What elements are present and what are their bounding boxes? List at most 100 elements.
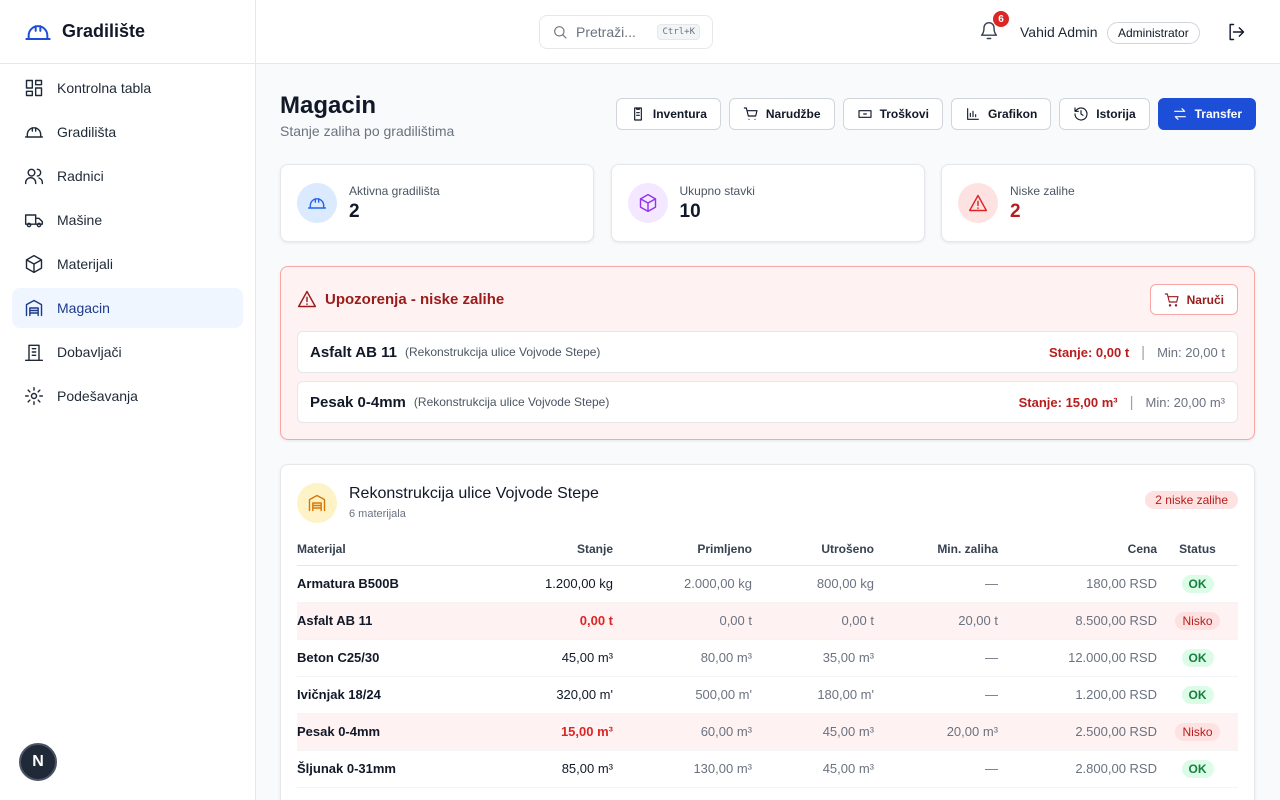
icon bbox=[307, 198, 327, 209]
low-stock-alert: Upozorenja - niske zalihe Naruči Asfalt … bbox=[280, 266, 1255, 440]
table-cell: 12.000,00 RSD bbox=[998, 639, 1157, 677]
nav-label: Kontrolna tabla bbox=[57, 80, 152, 96]
main: Magacin Stanje zaliha po gradilištima In… bbox=[256, 64, 1280, 800]
icon bbox=[639, 193, 656, 213]
site-icon bbox=[297, 483, 337, 523]
nav-item[interactable]: Gradilišta bbox=[12, 112, 243, 152]
stat-label: Aktivna gradilišta bbox=[349, 183, 440, 198]
topbar: Pretraži... Ctrl+K 6 Vahid Admin Administ… bbox=[256, 0, 1280, 64]
action-button[interactable]: Troškovi bbox=[842, 98, 943, 130]
status-cell: OK bbox=[1157, 639, 1238, 677]
table-cell: 800,00 kg bbox=[752, 565, 874, 603]
item-name: Pesak 0-4mm bbox=[310, 393, 406, 411]
notification-count: 6 bbox=[993, 11, 1009, 27]
table-cell: 130,00 m³ bbox=[613, 750, 752, 788]
action-label: Grafikon bbox=[987, 107, 1038, 121]
table-cell: 35,00 m³ bbox=[752, 639, 874, 677]
table-cell: — bbox=[874, 676, 998, 714]
action-label: Istorija bbox=[1096, 107, 1136, 121]
action-label: Transfer bbox=[1194, 107, 1242, 121]
action-button[interactable]: Inventura bbox=[615, 98, 721, 130]
action-button[interactable]: Istorija bbox=[1059, 98, 1150, 130]
table-cell: Šljunak 0-31mm bbox=[297, 750, 487, 788]
icon bbox=[633, 107, 642, 121]
action-button[interactable]: Grafikon bbox=[950, 98, 1052, 130]
table-cell: 0,00 t bbox=[487, 602, 613, 640]
site-card: Rekonstrukcija ulice Vojvode Stepe 6 mat… bbox=[280, 464, 1255, 800]
nav-icon bbox=[24, 127, 44, 138]
action-button[interactable]: Transfer bbox=[1157, 98, 1256, 130]
cart-icon bbox=[1164, 292, 1179, 307]
user-role: Administrator bbox=[1107, 22, 1200, 44]
status-pill: Nisko bbox=[1175, 723, 1220, 741]
stat-text: Ukupno stavki 10 bbox=[680, 184, 755, 223]
nav-item[interactable]: Podešavanja bbox=[12, 376, 243, 416]
warehouse-icon bbox=[308, 494, 326, 512]
nav-label: Radnici bbox=[57, 168, 104, 184]
nav-item[interactable]: Mašine bbox=[12, 200, 243, 240]
search-box[interactable]: Pretraži... Ctrl+K bbox=[539, 15, 713, 49]
order-label: Naruči bbox=[1186, 292, 1224, 307]
search-icon bbox=[554, 26, 567, 39]
search-placeholder: Pretraži... bbox=[576, 24, 636, 40]
nav-label: Magacin bbox=[57, 300, 110, 316]
alert-item: Asfalt AB 11 (Rekonstrukcija ulice Vojvod… bbox=[297, 331, 1238, 373]
logout[interactable] bbox=[1226, 22, 1246, 42]
column-header: Stanje bbox=[487, 533, 613, 566]
stat-label: Ukupno stavki bbox=[679, 183, 755, 198]
stat-value: 10 bbox=[679, 200, 701, 222]
brand-icon bbox=[25, 24, 51, 40]
stat-text: Aktivna gradilišta 2 bbox=[349, 184, 440, 223]
action-label: Narudžbe bbox=[765, 107, 821, 121]
nav-item[interactable]: Dobavljači bbox=[12, 332, 243, 372]
page-subtitle: Stanje zaliha po gradilištima bbox=[280, 123, 455, 139]
table-cell: 2.000,00 kg bbox=[613, 565, 752, 603]
table-cell: Asfalt AB 11 bbox=[297, 602, 487, 640]
nav-label: Gradilišta bbox=[57, 124, 117, 140]
sidebar: Gradilište Kontrolna tabla Gradilišta Ra… bbox=[0, 0, 256, 800]
column-header: Status bbox=[1157, 533, 1238, 566]
item-min: Min: 20,00 t bbox=[1157, 344, 1225, 360]
nav-item[interactable]: Materijali bbox=[12, 244, 243, 284]
notifications[interactable] bbox=[979, 21, 999, 41]
table-row: Pesak 0-4mm 15,00 m³ 60,00 m³ 45,00 m³ 20,00… bbox=[297, 713, 1238, 751]
table-cell: — bbox=[874, 565, 998, 603]
status-cell: OK bbox=[1157, 750, 1238, 788]
dev-badge[interactable]: N bbox=[19, 743, 57, 781]
table-cell: 1.200,00 RSD bbox=[998, 676, 1157, 714]
alert-item: Pesak 0-4mm (Rekonstrukcija ulice Vojvode… bbox=[297, 381, 1238, 423]
table-cell: Armatura B500B bbox=[297, 565, 487, 603]
icon bbox=[743, 107, 758, 120]
table-cell: 2.800,00 RSD bbox=[998, 750, 1157, 788]
icon bbox=[858, 110, 872, 118]
action-button[interactable]: Narudžbe bbox=[728, 98, 835, 130]
table-row: Asfalt AB 11 0,00 t 0,00 t 0,00 t 20,00 t 8.5… bbox=[297, 602, 1238, 640]
site-badge: 2 niske zalihe bbox=[1145, 491, 1238, 509]
alert-title: Upozorenja - niske zalihe bbox=[297, 289, 504, 309]
alert-icon bbox=[297, 290, 317, 308]
column-header: Primljeno bbox=[613, 533, 752, 566]
brand[interactable]: Gradilište bbox=[0, 0, 255, 64]
table-row: Ivičnjak 18/24 320,00 m' 500,00 m' 180,00 m… bbox=[297, 676, 1238, 714]
nav-icon bbox=[24, 386, 44, 406]
status-pill: Nisko bbox=[1175, 612, 1220, 630]
user-name: Vahid Admin bbox=[1020, 24, 1098, 40]
table-row: Šljunak 0-31mm 85,00 m³ 130,00 m³ 45,00 m³ —… bbox=[297, 750, 1238, 788]
status-cell: Nisko bbox=[1157, 713, 1238, 751]
stat-text: Niske zalihe 2 bbox=[1010, 184, 1075, 223]
table-cell: Pesak 0-4mm bbox=[297, 713, 487, 751]
nav-item[interactable]: Kontrolna tabla bbox=[12, 68, 243, 108]
nav-icon bbox=[25, 254, 43, 274]
table-cell: 45,00 m³ bbox=[752, 750, 874, 788]
stat-icon bbox=[958, 183, 998, 223]
status-cell: OK bbox=[1157, 676, 1238, 714]
nav-item[interactable]: Radnici bbox=[12, 156, 243, 196]
stat-icon bbox=[297, 183, 337, 223]
order-button[interactable]: Naruči bbox=[1149, 284, 1238, 315]
stat-card: Ukupno stavki 10 bbox=[610, 164, 925, 242]
table-cell: 2.500,00 RSD bbox=[998, 713, 1157, 751]
action-label: Inventura bbox=[652, 107, 707, 121]
table-row: Armatura B500B 1.200,00 kg 2.000,00 kg 800,… bbox=[297, 565, 1238, 603]
nav-item-active[interactable]: Magacin bbox=[12, 288, 243, 328]
